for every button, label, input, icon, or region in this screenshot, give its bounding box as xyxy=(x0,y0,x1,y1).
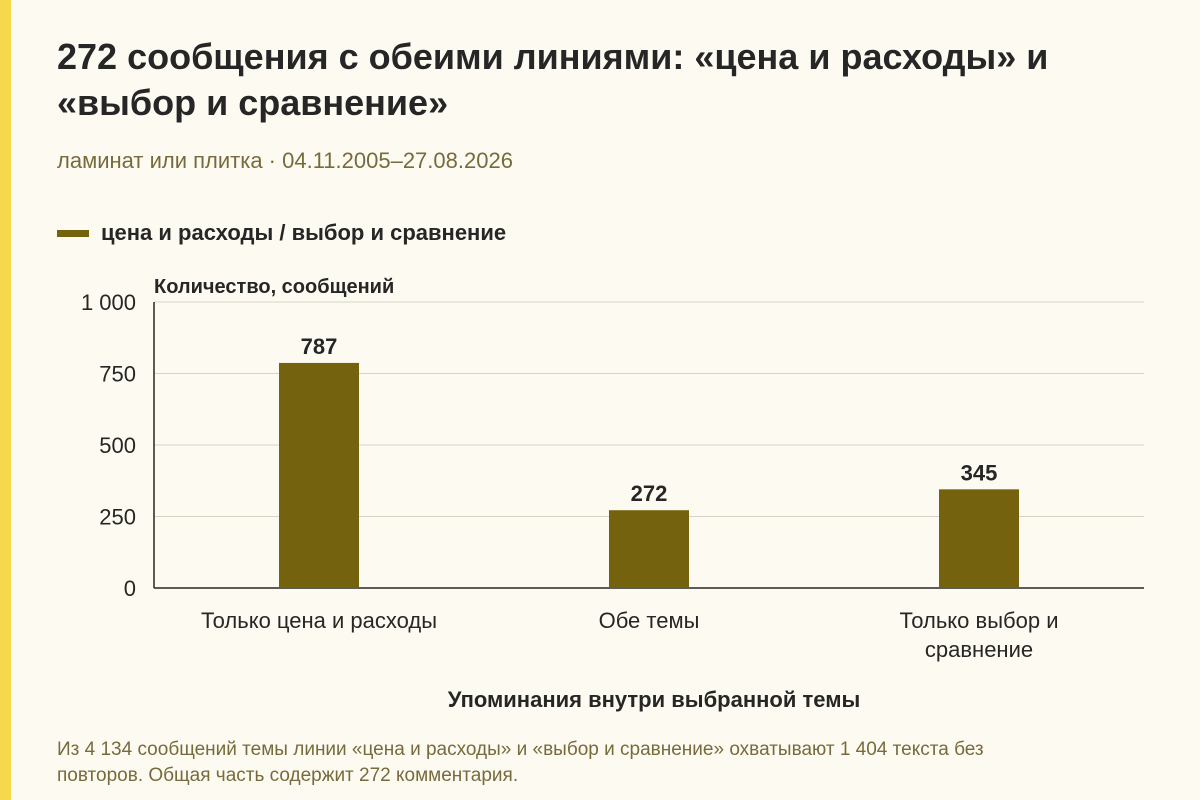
bar-value-label: 787 xyxy=(301,334,338,359)
x-tick-label: сравнение xyxy=(925,637,1033,662)
x-axis-title: Упоминания внутри выбранной темы xyxy=(448,687,861,712)
legend-label: цена и расходы / выбор и сравнение xyxy=(101,220,507,245)
x-tick-label: Обе темы xyxy=(599,608,700,633)
y-tick-label: 250 xyxy=(99,505,136,530)
bar xyxy=(609,510,689,588)
bar xyxy=(279,362,359,588)
y-tick-label: 500 xyxy=(99,433,136,458)
footnote: Из 4 134 сообщений темы линии «цена и ра… xyxy=(57,739,984,786)
x-tick-label: Только выбор и xyxy=(900,608,1059,633)
bar-value-label: 272 xyxy=(631,481,668,506)
bar-value-label: 345 xyxy=(961,460,998,485)
accent-strip xyxy=(0,0,11,800)
legend: цена и расходы / выбор и сравнение xyxy=(57,218,506,248)
y-tick-label: 750 xyxy=(99,362,136,387)
y-axis-title: Количество, сообщений xyxy=(154,276,394,298)
bar xyxy=(939,489,1019,588)
y-tick-label: 1 000 xyxy=(81,290,136,315)
chart-title: 272 сообщения с обеими линиями: «цена и … xyxy=(57,36,1049,123)
legend-swatch xyxy=(57,229,89,237)
chart-subtitle: ламинат или плитка · 04.11.2005–27.08.20… xyxy=(57,148,513,173)
y-tick-label: 0 xyxy=(124,576,136,601)
x-tick-label: Только цена и расходы xyxy=(201,608,437,633)
